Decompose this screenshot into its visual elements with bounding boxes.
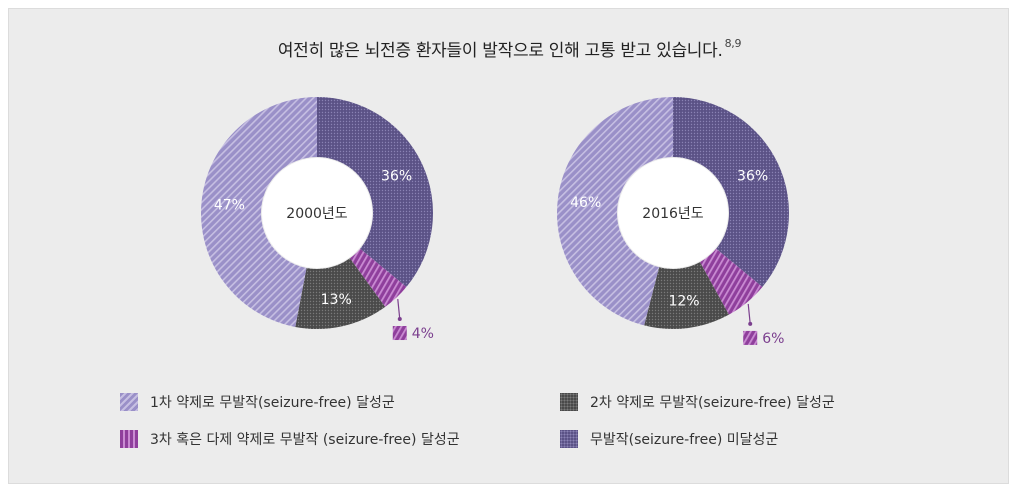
slice-third-or-multi	[349, 248, 407, 307]
slice-not-seizure-free	[673, 97, 789, 287]
legend-label: 2차 약제로 무발작(seizure-free) 달성군	[590, 395, 835, 411]
slice-label: 47%	[214, 198, 245, 214]
center-year-label: 2000년도	[286, 206, 348, 222]
slice-label: 46%	[570, 195, 601, 211]
legend-label: 3차 혹은 다제 약제로 무발작 (seizure-free) 달성군	[150, 432, 460, 448]
slice-first-drug	[201, 97, 317, 327]
small-slice-swatch	[743, 330, 758, 345]
slice-label: 13%	[321, 292, 352, 308]
chart-title-text: 여전히 많은 뇌전증 환자들이 발작으로 인해 고통 받고 있습니다.	[277, 41, 723, 61]
legend-item-second-drug: 2차 약제로 무발작(seizure-free) 달성군	[560, 392, 835, 412]
legend-swatch-second-drug	[560, 393, 578, 411]
legend-label: 1차 약제로 무발작(seizure-free) 달성군	[150, 395, 395, 411]
slice-label: 36%	[737, 169, 768, 185]
chart-title: 여전히 많은 뇌전증 환자들이 발작으로 인해 고통 받고 있습니다. 8,9	[0, 36, 1019, 61]
legend-swatch-not-seizure-free	[560, 430, 578, 448]
slice-third-or-multi	[699, 248, 763, 315]
legend-item-third-or-multi: 3차 혹은 다제 약제로 무발작 (seizure-free) 달성군	[120, 429, 460, 449]
slice-not-seizure-free	[317, 97, 434, 287]
small-slice-swatch	[392, 326, 407, 341]
leader-dot	[748, 321, 753, 326]
chart-panel	[8, 8, 1009, 484]
donut-hole	[618, 158, 728, 268]
donut-chart-2: 36% 6% 12% 46% 2016년도	[557, 97, 789, 347]
legend-swatch-third-or-multi	[120, 430, 138, 448]
donut-chart-1: 36% 4% 13% 47% 2000년도	[201, 97, 434, 342]
slice-label: 4%	[412, 326, 434, 342]
leader-line	[747, 303, 751, 324]
leader-line	[397, 298, 401, 320]
slice-second-drug	[295, 258, 386, 329]
slice-label: 12%	[668, 293, 699, 309]
leader-dot	[397, 317, 402, 322]
chart-title-reference: 8,9	[724, 37, 742, 51]
donut-charts: 36% 4% 13% 47% 2000년도 36% 6% 12% 46% 2016년도	[201, 97, 789, 347]
legend-label: 무발작(seizure-free) 미달성군	[590, 432, 779, 448]
center-year-label: 2016년도	[642, 206, 704, 222]
slice-label: 6%	[762, 331, 784, 347]
legend-item-first-drug: 1차 약제로 무발작(seizure-free) 달성군	[120, 392, 395, 412]
slice-label: 36%	[381, 169, 412, 185]
legend-item-not-seizure-free: 무발작(seizure-free) 미달성군	[560, 429, 778, 449]
slice-second-drug	[644, 262, 729, 329]
slice-first-drug	[557, 97, 673, 326]
legend-swatch-first-drug	[120, 393, 138, 411]
donut-hole	[262, 158, 372, 268]
